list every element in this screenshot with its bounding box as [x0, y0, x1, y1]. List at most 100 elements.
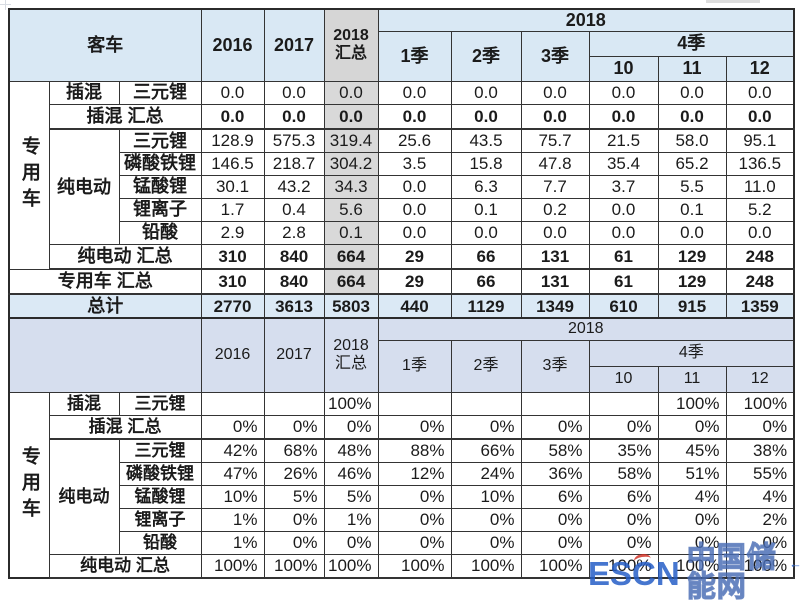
value-cell: 3.5 [377, 151, 452, 176]
table-row: 专用车 插混 三元锂 0.0 0.0 0.0 0.0 0.0 0.0 0.0 0.0 0.0 [8, 80, 795, 270]
value-cell: 5803 [323, 293, 379, 321]
value-cell [377, 391, 452, 416]
value-cell: 43.5 [450, 128, 522, 153]
value-cell: 0% [520, 530, 590, 555]
value-cell [263, 391, 325, 416]
summary-row-label: 插混 汇总 [48, 103, 202, 130]
value-cell: 88% [377, 438, 452, 463]
table-row: 锂离子 1.7 0.4 5.6 0.0 0.1 0.2 0.0 0.1 5.2 [9, 197, 795, 222]
header-dec: 12 [725, 365, 795, 393]
value-cell: 0.0 [725, 80, 795, 105]
summary-row-label: 插混 汇总 [48, 414, 202, 440]
value-cell: 0% [377, 507, 452, 532]
value-cell: 21.5 [588, 128, 659, 153]
value-cell: 136.5 [725, 151, 795, 176]
header-q1: 1季 [377, 339, 452, 393]
value-cell: 26% [263, 461, 325, 486]
value-cell: 0.0 [588, 103, 659, 130]
table-row: 锂离子 1% 0% 1% 0% 0% 0% 0% 0% 2% [9, 507, 795, 532]
value-cell: 100% [450, 553, 522, 579]
value-cell: 47.8 [520, 151, 590, 176]
value-cell: 11.0 [725, 174, 795, 199]
header-2016: 2016 [200, 317, 265, 393]
value-cell: 12% [377, 461, 452, 486]
header-2018-group: 2018 [377, 317, 795, 341]
table-move-handle-artifact [0, 0, 11, 10]
value-cell: 35% [588, 438, 659, 463]
value-cell: 0.0 [657, 80, 727, 105]
value-cell: 58% [588, 461, 659, 486]
corner-label-bus: 客车 [8, 8, 202, 82]
return-arrow-mark: ← [789, 556, 800, 571]
value-cell: 6% [520, 484, 590, 509]
vehicle-type-label: 专用车 [8, 80, 50, 270]
value-cell [450, 391, 522, 416]
value-cell: 129 [657, 268, 727, 295]
value-cell: 915 [657, 293, 727, 321]
value-cell: 29 [377, 243, 452, 270]
value-cell: 0.0 [323, 103, 379, 130]
value-cell: 0% [588, 530, 659, 555]
header-2018-total: 2018 汇总 [323, 317, 379, 393]
value-cell: 146.5 [200, 151, 265, 176]
value-cell: 34.3 [323, 174, 379, 199]
value-cell: 0.0 [377, 220, 452, 245]
value-cell: 29 [377, 268, 452, 295]
value-cell: 0% [450, 530, 522, 555]
value-cell: 6.3 [450, 174, 522, 199]
value-cell: 0.0 [377, 174, 452, 199]
value-cell: 66 [450, 268, 522, 295]
value-cell: 0% [657, 414, 727, 440]
value-cell: 10% [200, 484, 265, 509]
value-cell: 0% [377, 484, 452, 509]
value-cell: 1359 [725, 293, 795, 321]
value-cell: 0% [200, 414, 265, 440]
value-cell: 1% [323, 507, 379, 532]
value-cell: 0.0 [200, 80, 265, 105]
value-cell: 100% [725, 391, 795, 416]
value-cell: 66 [450, 243, 522, 270]
summary-row: 插混 汇总 0.0 0.0 0.0 0.0 0.0 0.0 0.0 0.0 0.0 [9, 103, 795, 130]
battery-chemistry-label: 锰酸锂 [118, 174, 202, 199]
summary-row-label: 专用车 汇总 [8, 268, 202, 295]
value-cell: 0.0 [520, 103, 590, 130]
value-cell: 61 [588, 268, 659, 295]
header-q3: 3季 [520, 339, 590, 393]
header-2017: 2017 [263, 8, 325, 82]
value-cell: 0.0 [323, 80, 379, 105]
value-cell: 2770 [200, 293, 265, 321]
summary-row: 纯电动 汇总 100% 100% 100% 100% 100% 100% 100% 100%… [9, 553, 795, 579]
value-cell: 0.0 [377, 197, 452, 222]
value-cell: 100% [323, 553, 379, 579]
value-cell: 0.0 [588, 220, 659, 245]
value-cell: 100% [263, 553, 325, 579]
value-cell: 129 [657, 243, 727, 270]
battery-mode-label: 纯电动 [48, 128, 120, 245]
value-cell: 0% [323, 530, 379, 555]
value-cell: 75.7 [520, 128, 590, 153]
value-cell: 0% [377, 414, 452, 440]
value-cell: 0.0 [377, 103, 452, 130]
battery-chemistry-label: 锂离子 [118, 507, 202, 532]
value-cell: 42% [200, 438, 265, 463]
value-cell: 45% [657, 438, 727, 463]
table-row: 磷酸铁锂 47% 26% 46% 12% 24% 36% 58% 51% 55% [9, 461, 795, 486]
value-cell: 0.4 [263, 197, 325, 222]
summary-row: 纯电动 汇总 310 840 664 29 66 131 61 129 248 [9, 243, 795, 270]
header-nov: 11 [657, 365, 727, 393]
table-row: 铅酸 2.9 2.8 0.1 0.0 0.0 0.0 0.0 0.0 0.0 [9, 220, 795, 245]
header-q2: 2季 [450, 30, 522, 82]
value-cell: 0% [725, 530, 795, 555]
header-row: 2016 2017 2018 汇总 2018 [8, 317, 795, 393]
header-dec: 12 [725, 55, 795, 82]
battery-chemistry-label: 三元锂 [118, 391, 202, 416]
share-percentage-table: 2016 2017 2018 汇总 2018 1季 2季 3季 4季 10 11… [8, 317, 796, 579]
value-cell: 0.0 [263, 103, 325, 130]
value-cell: 664 [323, 268, 379, 295]
value-cell: 100% [588, 553, 659, 579]
value-cell: 100% [200, 553, 265, 579]
value-cell: 0.0 [450, 103, 522, 130]
value-cell: 0% [263, 507, 325, 532]
value-cell: 310 [200, 243, 265, 270]
value-cell: 0.0 [725, 103, 795, 130]
